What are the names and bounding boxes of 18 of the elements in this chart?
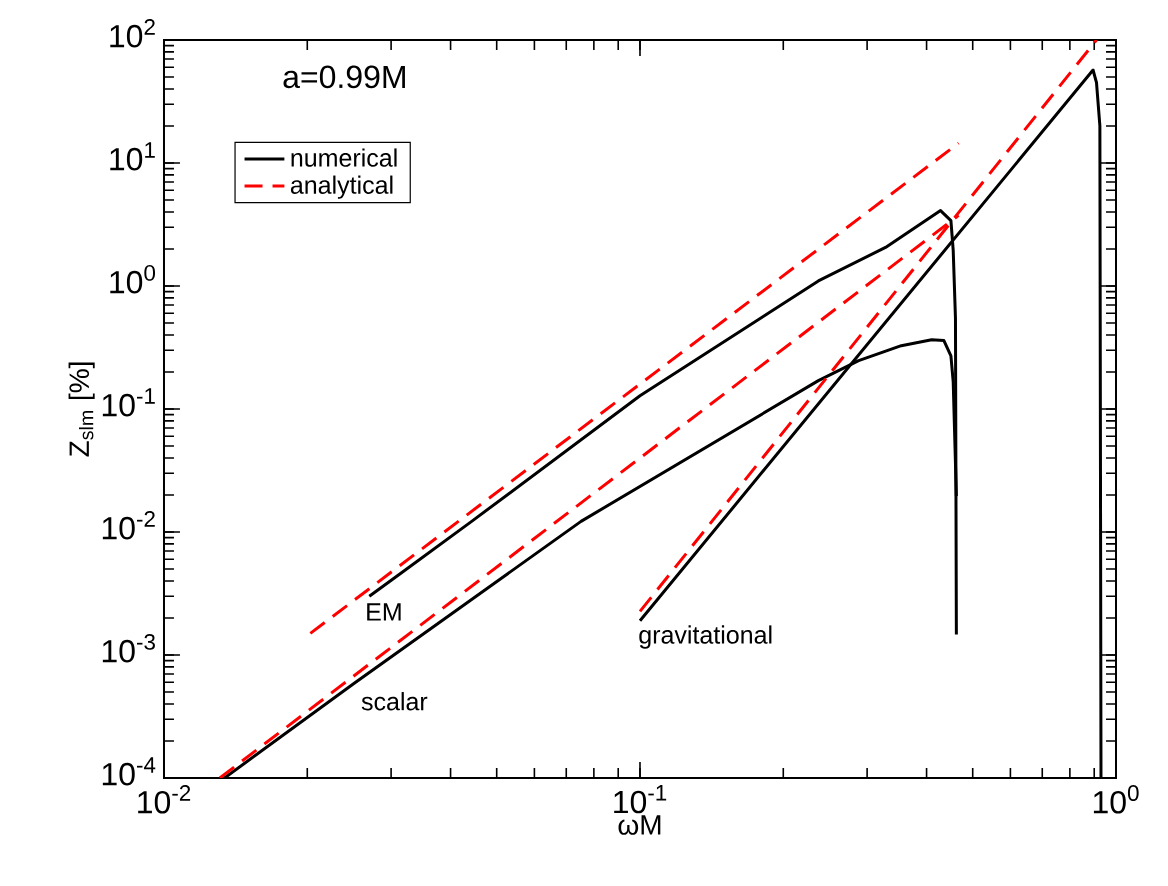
y-axis-title: Z$_{slm}$ [%] [68, 362, 95, 457]
y-tick-label: 10$^{2}$ [110, 19, 155, 48]
x-tick-label: 10$^{0}$ [1093, 785, 1139, 814]
y-tick-label: 10$^{-2}$ [102, 511, 155, 540]
annotation: scalar [361, 692, 428, 711]
annotation: gravitational [639, 625, 772, 649]
y-tick-label: 10$^{0}$ [110, 265, 156, 294]
x-axis-title: ωM [618, 815, 661, 835]
y-tick-label: 10$^{-1}$ [102, 388, 155, 417]
annotation: EM [367, 603, 401, 621]
x-tick-label: 10$^{-1}$ [614, 785, 667, 814]
annotation: a=0.99M [283, 65, 405, 89]
y-tick-label: 10$^{1}$ [110, 142, 155, 171]
x-tick-label: 10$^{-2}$ [138, 785, 191, 814]
y-tick-label: 10$^{-3}$ [102, 634, 155, 663]
legend-label: numerical [291, 148, 397, 167]
y-tick-label: 10$^{-4}$ [102, 757, 156, 786]
legend-label: analytical [290, 175, 393, 199]
